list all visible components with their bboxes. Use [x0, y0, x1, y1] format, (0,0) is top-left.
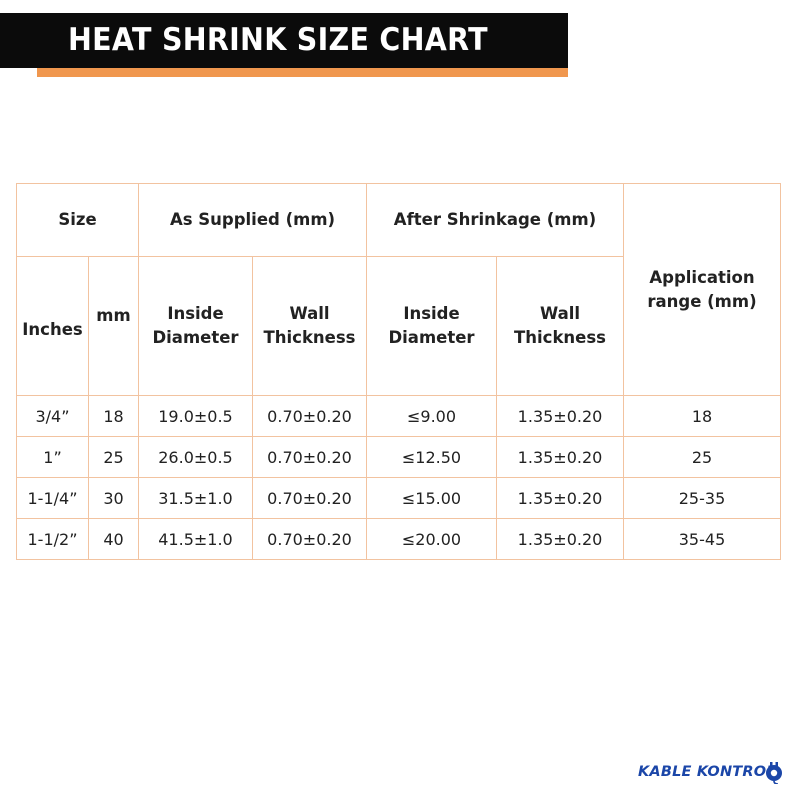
table-cell: 40	[88, 518, 139, 560]
table-row: 3/4” 18 19.0±0.5 0.70±0.20 ≤9.00 1.35±0.…	[16, 395, 781, 437]
inches-header: Inches	[16, 256, 89, 396]
supplied-wall-line-2: Thickness	[263, 328, 356, 347]
table-cell: 1.35±0.20	[496, 518, 624, 560]
table-cell: 35-45	[623, 518, 781, 560]
sub-header-row: Inches mm Inside Diameter Wall Thickness…	[16, 256, 781, 396]
table-cell: ≤15.00	[366, 477, 497, 519]
table-cell: 19.0±0.5	[138, 395, 253, 437]
table-cell: 0.70±0.20	[252, 395, 367, 437]
as-supplied-group-header: As Supplied (mm)	[138, 183, 367, 257]
table-row: 1-1/4” 30 31.5±1.0 0.70±0.20 ≤15.00 1.35…	[16, 477, 781, 519]
page-title: HEAT SHRINK SIZE CHART	[68, 22, 488, 58]
table-cell: 18	[623, 395, 781, 437]
size-chart-table: Size As Supplied (mm) After Shrinkage (m…	[16, 183, 781, 560]
inches-header-label: Inches	[22, 320, 83, 339]
table-cell: 1.35±0.20	[496, 395, 624, 437]
table-cell: 0.70±0.20	[252, 436, 367, 478]
table-cell: 30	[88, 477, 139, 519]
application-range-header: Application range (mm)	[623, 183, 781, 396]
table-cell: 25	[623, 436, 781, 478]
application-range-line-2: range (mm)	[647, 291, 757, 311]
table-cell: 1-1/4”	[16, 477, 89, 519]
table-cell: 1.35±0.20	[496, 477, 624, 519]
title-banner: HEAT SHRINK SIZE CHART	[0, 13, 568, 68]
supplied-wall-line-1: Wall	[289, 304, 330, 323]
plug-icon	[766, 762, 782, 784]
shrunk-wall-line-1: Wall	[539, 304, 581, 323]
table-cell: 18	[88, 395, 139, 437]
kable-kontrol-logo: KABLE KONTROL	[638, 760, 784, 788]
supplied-inside-diameter-header: Inside Diameter	[138, 256, 253, 396]
title-accent-bar	[37, 68, 568, 77]
after-shrinkage-group-header: After Shrinkage (mm)	[366, 183, 624, 257]
application-range-line-1: Application	[649, 267, 755, 287]
table-cell: 1”	[16, 436, 89, 478]
table-cell: ≤20.00	[366, 518, 497, 560]
table-cell: 1-1/2”	[16, 518, 89, 560]
shrunk-wall-line-2: Thickness	[514, 328, 606, 347]
table-row: 1-1/2” 40 41.5±1.0 0.70±0.20 ≤20.00 1.35…	[16, 518, 781, 560]
shrunk-inside-diameter-header: Inside Diameter	[366, 256, 497, 396]
size-group-header: Size	[16, 183, 139, 257]
shrunk-wall-thickness-header: Wall Thickness	[496, 256, 624, 396]
table-cell: ≤12.50	[366, 436, 497, 478]
table-cell: 41.5±1.0	[138, 518, 253, 560]
group-header-row: Size As Supplied (mm) After Shrinkage (m…	[16, 183, 781, 396]
table-cell: 31.5±1.0	[138, 477, 253, 519]
table-cell: 26.0±0.5	[138, 436, 253, 478]
table-cell: ≤9.00	[366, 395, 497, 437]
table-row: 1” 25 26.0±0.5 0.70±0.20 ≤12.50 1.35±0.2…	[16, 436, 781, 478]
table-cell: 0.70±0.20	[252, 477, 367, 519]
table-cell: 3/4”	[16, 395, 89, 437]
shrunk-inside-line-2: Diameter	[388, 328, 475, 347]
supplied-inside-line-1: Inside	[167, 304, 224, 323]
table-cell: 1.35±0.20	[496, 436, 624, 478]
supplied-inside-line-2: Diameter	[152, 328, 239, 347]
table-cell: 25-35	[623, 477, 781, 519]
mm-header-label: mm	[96, 306, 131, 325]
shrunk-inside-line-1: Inside	[403, 304, 460, 323]
supplied-wall-thickness-header: Wall Thickness	[252, 256, 367, 396]
table-cell: 25	[88, 436, 139, 478]
table-cell: 0.70±0.20	[252, 518, 367, 560]
mm-header: mm	[88, 256, 139, 396]
logo-text: KABLE KONTROL	[638, 764, 776, 780]
